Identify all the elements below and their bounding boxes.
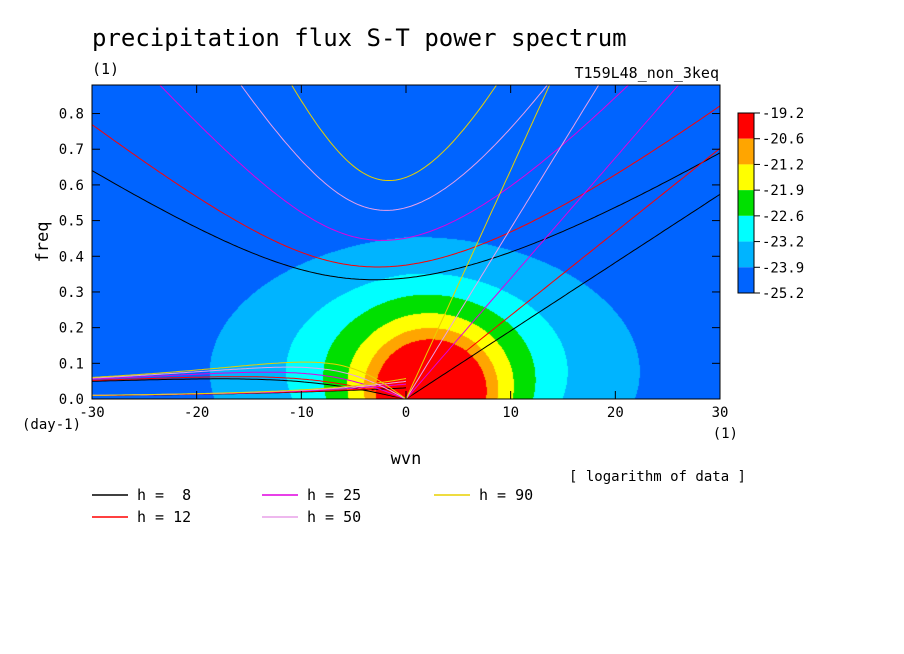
colorbar-swatch: [738, 113, 754, 139]
x-tick-label: -30: [79, 405, 104, 421]
x-tick-label: 10: [502, 405, 519, 421]
x-tick-label: -20: [184, 405, 209, 421]
legend-label: h = 12: [137, 508, 191, 526]
x-tick-label: 20: [607, 405, 624, 421]
y-tick-label: 0.1: [59, 356, 84, 372]
kelvin-curve-h50: [405, 85, 600, 399]
rossby-curve-h50: [92, 366, 407, 399]
y-tick-label: 0.7: [59, 142, 84, 158]
colorbar: -19.2 -20.6 -21.2 -21.9 -22.6 -23.2 -23.9 -25.2: [737, 106, 804, 302]
gravity-curve-h12: [92, 105, 720, 268]
colorbar-label: -22.6: [762, 209, 804, 225]
colorbar-frame: [737, 112, 755, 294]
chart-title: precipitation flux S-T power spectrum: [92, 24, 627, 52]
legend: h = 8 h = 12 h = 25 h = 50 h = 90: [92, 486, 533, 526]
colorbar-swatch: [738, 190, 754, 216]
y-tick-label: 0.0: [59, 392, 84, 408]
dispersion-curves: [92, 85, 720, 399]
colorbar-note: [ logarithm of data ]: [569, 469, 746, 485]
x-axis: -30 -20 -10 0 10 20 30: [79, 85, 728, 421]
colorbar-swatch: [738, 267, 754, 293]
legend-label: h = 8: [137, 486, 191, 504]
y-unit: (day-1): [22, 417, 81, 433]
kelvin-curve-h8: [405, 193, 720, 399]
gravity-curve-h90: [291, 85, 498, 181]
contour-image: [92, 85, 720, 399]
y-tick-label: 0.4: [59, 249, 84, 265]
rossby-curve-h25: [92, 371, 407, 399]
x-unit: (1): [713, 426, 738, 442]
legend-label: h = 25: [307, 486, 361, 504]
x-tick-label: 0: [402, 405, 410, 421]
colorbar-swatch: [738, 215, 754, 242]
gravity-curve-h25: [159, 85, 630, 241]
gravity-curve-h8: [92, 152, 720, 281]
colorbar-label: -20.6: [762, 132, 804, 148]
y-tick-label: 0.5: [59, 214, 84, 230]
x-tick-label: 30: [712, 405, 729, 421]
legend-label: h = 50: [307, 508, 361, 526]
mrg-curve-h90: [92, 378, 407, 396]
colorbar-label: -25.2: [762, 286, 804, 302]
y-axis-label: freq: [33, 222, 53, 263]
colorbar-swatch: [738, 241, 754, 268]
rossby-curve-h90: [92, 361, 407, 399]
chart-subtitle-right: T159L48_non_3keq: [575, 64, 720, 82]
kelvin-curve-h12: [405, 147, 720, 399]
y-tick-label: 0.8: [59, 107, 84, 123]
y-axis: 0.0 0.1 0.2 0.3 0.4 0.5 0.6 0.7 0.8: [59, 107, 720, 408]
y-tick-label: 0.3: [59, 285, 84, 301]
colorbar-swatch: [738, 138, 754, 165]
kelvin-curve-h90: [405, 85, 551, 399]
colorbar-label: -21.9: [762, 183, 804, 199]
colorbar-label: -23.9: [762, 260, 804, 276]
legend-label: h = 90: [479, 486, 533, 504]
colorbar-swatch: [738, 164, 754, 191]
kelvin-curve-h25: [405, 85, 680, 399]
rossby-curve-h12: [92, 376, 407, 399]
gravity-curve-h50: [240, 85, 548, 211]
y-tick-label: 0.2: [59, 321, 84, 337]
colorbar-label: -19.2: [762, 106, 804, 122]
x-tick-label: -10: [289, 405, 314, 421]
contour-fill: [92, 85, 720, 399]
chart-subtitle-left: (1): [92, 60, 119, 78]
colorbar-label: -21.2: [762, 157, 804, 173]
colorbar-label: -23.2: [762, 235, 804, 251]
y-tick-label: 0.6: [59, 178, 84, 194]
x-axis-label: wvn: [391, 449, 422, 469]
